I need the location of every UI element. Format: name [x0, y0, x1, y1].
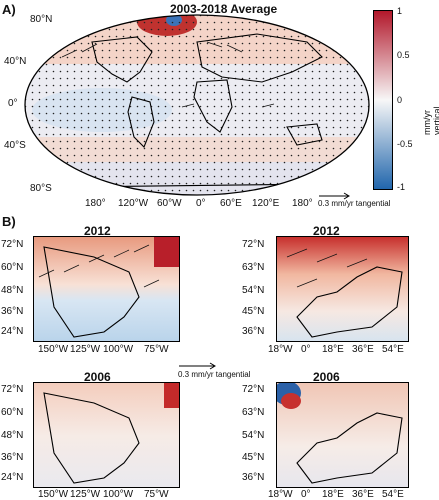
lat-label: 72°N: [1, 239, 24, 250]
lon-label: 125°W: [70, 344, 101, 355]
lat-label: 63°N: [242, 262, 265, 273]
lat-label: 60°N: [1, 262, 24, 273]
south-america-outline: [127, 96, 155, 148]
lat-label: 45°N: [242, 452, 265, 463]
coastline: [43, 392, 140, 484]
panel-a-letter: A): [2, 2, 16, 17]
colorbar-label: mm/yr vertical: [422, 106, 439, 135]
lat-label: 36°N: [1, 306, 24, 317]
lon-label: 18°W: [268, 489, 293, 500]
colorbar-tick: 0: [397, 95, 403, 105]
lon-label: 100°W: [103, 489, 134, 500]
lat-label: 45°N: [242, 306, 265, 317]
map-title: 2006: [84, 370, 111, 384]
lon-label: 150°W: [38, 489, 69, 500]
lat-label: 54°N: [242, 285, 265, 296]
map-title: 2006: [313, 370, 340, 384]
lat-label: 0°: [8, 98, 18, 109]
panel-a-title: 2003-2018 Average: [170, 2, 278, 16]
lon-label: 0°: [196, 198, 206, 209]
coastline: [296, 412, 403, 484]
colorbar-tick: 1: [397, 6, 403, 16]
coastline: [296, 266, 403, 338]
na-2012-map: [33, 236, 180, 342]
lat-label: 24°N: [1, 326, 24, 337]
lon-label: 18°E: [322, 489, 344, 500]
lon-label: 75°W: [144, 489, 169, 500]
lat-label: 48°N: [1, 285, 24, 296]
lat-label: 36°N: [1, 452, 24, 463]
lon-label: 0°: [301, 489, 311, 500]
lat-label: 40°S: [4, 140, 26, 151]
lat-label: 36°N: [242, 326, 265, 337]
world-map: [24, 14, 370, 196]
lon-label: 60°W: [157, 198, 182, 209]
lon-label: 150°W: [38, 344, 69, 355]
eu-2006-map: [276, 382, 409, 488]
vector-key-arrow: [179, 362, 216, 370]
lon-label: 180°: [292, 198, 313, 209]
lon-label: 125°W: [70, 489, 101, 500]
lat-label: 40°N: [4, 56, 27, 67]
lat-label: 80°S: [30, 183, 52, 194]
colorbar-tick: 0.5: [397, 50, 410, 60]
map-title: 2012: [313, 224, 340, 238]
colorbar: [373, 10, 393, 190]
lat-label: 24°N: [1, 472, 24, 483]
map-title: 2012: [84, 224, 111, 238]
lon-label: 120°W: [118, 198, 149, 209]
lat-label: 36°N: [242, 472, 265, 483]
north-america-outline: [91, 36, 153, 83]
vector-key-arrow: [319, 192, 350, 200]
colorbar-tick: -0.5: [397, 139, 413, 149]
vector-key-label: 0.3 mm/yr tangential: [178, 370, 251, 379]
australia-outline: [286, 123, 323, 146]
lon-label: 36°E: [352, 489, 374, 500]
lat-label: 48°N: [1, 430, 24, 441]
coastline: [43, 246, 140, 338]
lon-label: 54°E: [382, 344, 404, 355]
vector-key-label: 0.3 mm/yr tangential: [318, 199, 391, 208]
lat-label: 80°N: [30, 14, 53, 25]
lon-label: 75°W: [144, 344, 169, 355]
lat-label: 72°N: [242, 384, 265, 395]
lon-label: 0°: [301, 344, 311, 355]
lon-label: 18°W: [268, 344, 293, 355]
lat-label: 72°N: [242, 239, 265, 250]
eu-2012-map: [276, 236, 409, 342]
lon-label: 120°E: [252, 198, 280, 209]
lon-label: 36°E: [352, 344, 374, 355]
lon-label: 54°E: [382, 489, 404, 500]
lat-label: 72°N: [1, 384, 24, 395]
lon-label: 180°: [85, 198, 106, 209]
lon-label: 60°E: [220, 198, 242, 209]
lon-label: 100°W: [103, 344, 134, 355]
panel-b-letter: B): [2, 214, 16, 229]
africa-outline: [193, 79, 233, 133]
colorbar-tick: -1: [397, 182, 406, 192]
lat-label: 63°N: [242, 407, 265, 418]
lat-label: 54°N: [242, 430, 265, 441]
eurasia-outline: [196, 33, 323, 83]
lat-label: 60°N: [1, 407, 24, 418]
na-2006-map: [33, 382, 180, 488]
lon-label: 18°E: [322, 344, 344, 355]
